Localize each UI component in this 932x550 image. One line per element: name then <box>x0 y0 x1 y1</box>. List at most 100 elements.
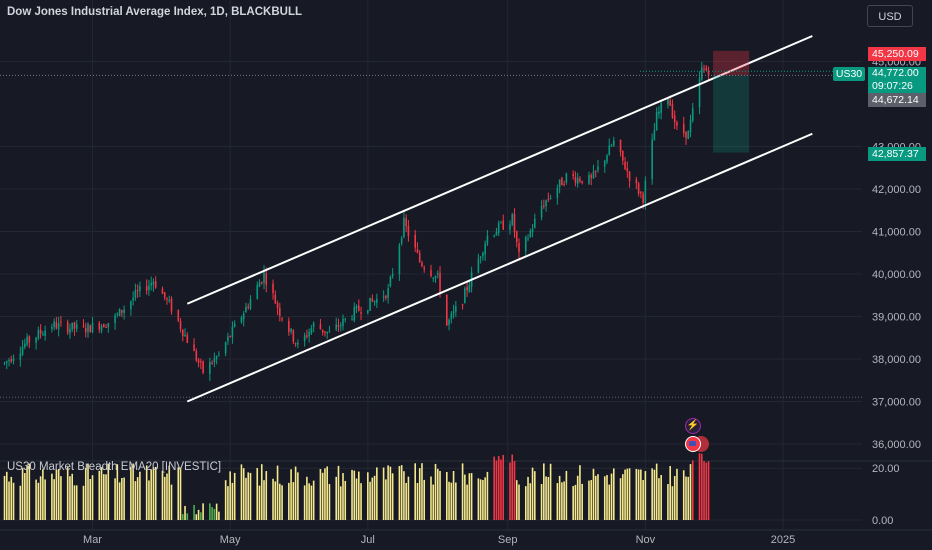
breadth-histogram <box>3 453 710 520</box>
breadth-bar <box>213 508 216 520</box>
breadth-bar <box>534 471 536 520</box>
breadth-bar <box>288 482 290 520</box>
breadth-bar <box>373 475 376 520</box>
breadth-bar <box>247 472 250 520</box>
candle-body <box>513 214 516 233</box>
candle <box>391 268 394 279</box>
breadth-bar <box>195 514 198 520</box>
candle <box>294 342 297 347</box>
candle-body <box>209 361 211 375</box>
candle <box>653 122 656 141</box>
candle <box>245 302 247 313</box>
candle <box>12 354 15 365</box>
candle-body <box>707 70 710 76</box>
breadth-bar <box>455 482 457 520</box>
breadth-bar <box>321 472 324 520</box>
breadth-bar <box>479 479 482 520</box>
candle-body <box>87 323 89 332</box>
breadth-bar <box>667 484 669 520</box>
breadth-bar <box>635 468 638 520</box>
candle-body <box>247 306 250 308</box>
candle-body <box>24 343 26 348</box>
candle <box>497 220 500 237</box>
breadth-bar <box>579 465 581 520</box>
candle <box>606 153 608 165</box>
candle-body <box>351 318 353 320</box>
breadth-bar <box>186 513 189 520</box>
candle-body <box>19 353 22 360</box>
candle-body <box>414 234 417 248</box>
breadth-bar <box>470 473 473 520</box>
breadth-bar <box>161 470 164 520</box>
breadth-bar <box>39 476 42 520</box>
breadth-bar <box>651 468 653 520</box>
candle <box>328 325 331 333</box>
candle-body <box>407 225 410 237</box>
breadth-bar <box>452 470 455 520</box>
breadth-bar <box>100 467 103 520</box>
breadth-bar <box>547 476 550 520</box>
candle-body <box>373 301 376 303</box>
candle-body <box>233 323 236 327</box>
candle-body <box>258 282 261 287</box>
candle-body <box>249 299 252 309</box>
candle <box>91 316 94 334</box>
candle <box>200 358 202 370</box>
breadth-bar <box>594 475 597 520</box>
breadth-bar <box>676 468 678 520</box>
candle <box>513 208 516 238</box>
breadth-bar <box>367 472 369 520</box>
candle-body <box>592 171 595 179</box>
candle-body <box>705 67 708 71</box>
candle-body <box>44 330 46 336</box>
breadth-bar <box>193 504 195 520</box>
candle-body <box>170 298 173 312</box>
us-flag-earnings-icon[interactable] <box>685 436 711 452</box>
breadth-bar <box>685 476 687 520</box>
candle <box>335 317 338 332</box>
candle-body <box>35 337 37 343</box>
last-price-value: 44,772.00 <box>872 67 919 79</box>
candle <box>590 173 593 186</box>
candle-body <box>177 310 180 321</box>
candle-body <box>556 188 559 198</box>
breadth-bar <box>407 476 410 520</box>
lightning-bolt-icon[interactable]: ⚡ <box>685 418 701 434</box>
indicator-label[interactable]: US30 Market Breadth EMA20 [INVESTIC] <box>7 461 222 473</box>
candle-body <box>98 323 101 330</box>
candle <box>430 264 432 278</box>
candle-body <box>145 286 148 291</box>
candle-body <box>673 115 676 123</box>
candle-body <box>581 180 583 183</box>
breadth-bar <box>98 470 101 520</box>
candle-body <box>51 326 53 329</box>
breadth-bar <box>242 468 245 520</box>
candle <box>398 242 401 281</box>
time-tick-label: Mar <box>83 534 102 546</box>
breadth-bar <box>448 481 450 520</box>
candle <box>682 116 685 138</box>
breadth-bar <box>622 474 624 520</box>
bar-countdown: 09:07:26 <box>872 80 913 92</box>
breadth-bar <box>445 471 448 520</box>
position-target-zone <box>713 50 750 76</box>
currency-button[interactable]: USD <box>867 5 913 27</box>
candle <box>247 303 250 310</box>
candle <box>527 234 529 242</box>
breadth-bar <box>51 473 53 520</box>
candle <box>484 240 486 261</box>
candle <box>337 318 340 333</box>
breadth-bar <box>403 471 405 520</box>
candle <box>543 199 545 209</box>
breadth-bar <box>114 478 116 520</box>
candle-body <box>130 301 132 310</box>
candle-body <box>434 276 437 279</box>
candle-body <box>547 198 550 200</box>
candle <box>612 136 615 148</box>
candle <box>565 172 568 185</box>
candle-body <box>576 177 579 184</box>
breadth-bar <box>139 471 141 520</box>
time-tick-label: Nov <box>636 534 656 546</box>
candle-body <box>574 176 577 183</box>
